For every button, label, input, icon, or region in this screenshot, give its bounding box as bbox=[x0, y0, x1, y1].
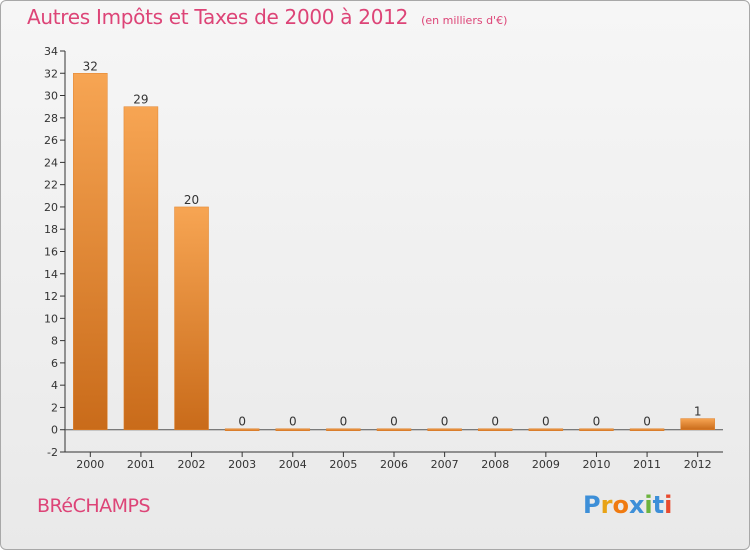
x-tick-label: 2006 bbox=[380, 458, 408, 471]
y-tick-label: 30 bbox=[44, 90, 58, 103]
data-label: 0 bbox=[441, 415, 449, 429]
data-label: 1 bbox=[694, 405, 702, 419]
y-tick-label: 20 bbox=[44, 201, 58, 214]
logo-letter: t bbox=[652, 491, 665, 519]
y-tick-label: 18 bbox=[44, 223, 58, 236]
logo-letter: i bbox=[644, 491, 653, 519]
data-label: 0 bbox=[390, 415, 398, 429]
logo-letter: P bbox=[583, 491, 601, 519]
bar bbox=[427, 428, 462, 431]
y-tick-label: 8 bbox=[51, 335, 58, 348]
logo-letter: x bbox=[628, 491, 645, 519]
logo-letter: i bbox=[664, 491, 673, 519]
y-tick-label: 32 bbox=[44, 67, 58, 80]
x-tick-label: 2011 bbox=[633, 458, 661, 471]
data-label: 20 bbox=[184, 193, 199, 207]
data-label: 32 bbox=[83, 59, 98, 73]
bar bbox=[579, 428, 614, 431]
y-tick-label: 14 bbox=[44, 268, 58, 281]
bar bbox=[123, 106, 159, 430]
x-tick-label: 2010 bbox=[582, 458, 610, 471]
y-tick-label: -2 bbox=[47, 446, 58, 459]
y-tick-label: 26 bbox=[44, 134, 58, 147]
data-labels: 32 29 20 0 0 0 0 0 0 0 0 0 1 bbox=[83, 59, 702, 428]
commune-name: BRéCHAMPS bbox=[37, 495, 151, 517]
bar bbox=[326, 428, 361, 431]
logo-letter: o bbox=[612, 491, 629, 519]
bar bbox=[73, 73, 108, 430]
x-tick-label: 2009 bbox=[532, 458, 560, 471]
y-tick-label: 28 bbox=[44, 112, 58, 125]
bar bbox=[174, 206, 209, 430]
y-tick-label: 34 bbox=[44, 45, 58, 58]
y-tick-label: 0 bbox=[51, 424, 58, 437]
data-label: 0 bbox=[643, 415, 651, 429]
chart-title: Autres Impôts et Taxes de 2000 à 2012 bbox=[27, 5, 408, 29]
x-tick-label: 2003 bbox=[228, 458, 256, 471]
data-label: 0 bbox=[491, 415, 499, 429]
y-tick-label: 10 bbox=[44, 312, 58, 325]
bar bbox=[376, 428, 412, 431]
data-label: 0 bbox=[289, 415, 297, 429]
y-tick-label: 4 bbox=[51, 379, 58, 392]
bar bbox=[224, 428, 260, 431]
x-tick-label: 2012 bbox=[684, 458, 712, 471]
y-tick-label: 16 bbox=[44, 246, 58, 259]
bar bbox=[275, 428, 311, 431]
y-tick-label: 2 bbox=[51, 401, 58, 414]
x-tick-label: 2001 bbox=[127, 458, 155, 471]
x-tick-label: 2005 bbox=[329, 458, 357, 471]
chart-subtitle: (en milliers d'€) bbox=[421, 14, 508, 27]
bar bbox=[477, 428, 513, 431]
y-tick-label: 12 bbox=[44, 290, 58, 303]
proxiti-logo: Proxiti bbox=[583, 491, 672, 519]
bar bbox=[680, 418, 715, 430]
x-tick-label: 2007 bbox=[431, 458, 459, 471]
data-label: 0 bbox=[593, 415, 601, 429]
x-tick-label: 2000 bbox=[76, 458, 104, 471]
y-tick-label: 24 bbox=[44, 156, 58, 169]
data-label: 0 bbox=[542, 415, 550, 429]
bar bbox=[528, 428, 564, 431]
x-tick-label: 2008 bbox=[481, 458, 509, 471]
y-tick-label: 6 bbox=[51, 357, 58, 370]
y-tick-label: 22 bbox=[44, 179, 58, 192]
bar bbox=[629, 428, 665, 431]
bars bbox=[73, 73, 715, 431]
data-label: 0 bbox=[238, 415, 246, 429]
title-row: Autres Impôts et Taxes de 2000 à 2012 (e… bbox=[27, 5, 507, 29]
x-tick-label: 2002 bbox=[178, 458, 206, 471]
logo-letter: r bbox=[600, 491, 613, 519]
data-label: 0 bbox=[340, 415, 348, 429]
x-tick-label: 2004 bbox=[279, 458, 307, 471]
data-label: 29 bbox=[133, 93, 148, 107]
